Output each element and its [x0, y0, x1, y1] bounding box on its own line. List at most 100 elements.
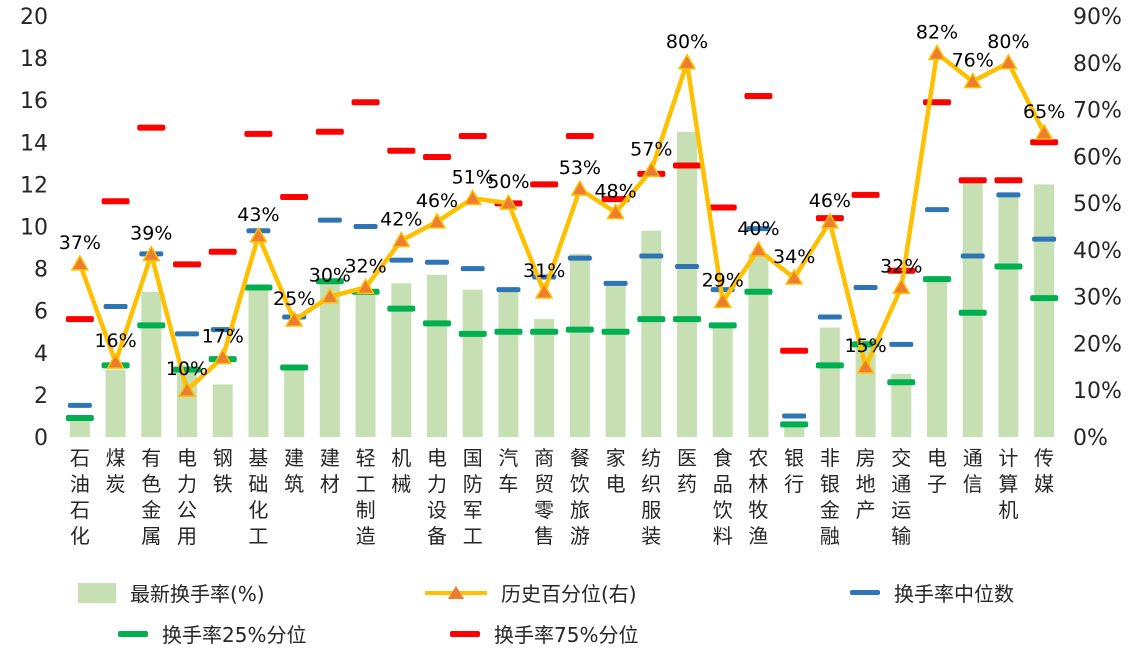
point-label: 39% — [130, 223, 172, 245]
line-marker — [177, 380, 197, 397]
point-label: 34% — [773, 246, 815, 268]
p25-dash — [494, 328, 523, 335]
bar-swatch-icon — [78, 582, 116, 603]
p25-dash — [601, 328, 630, 335]
legend-item-history-percentile: 历史百分位(右) — [425, 578, 850, 607]
bar — [998, 192, 1019, 437]
category-label: 餐饮旅游 — [570, 446, 590, 548]
line-marker — [284, 310, 304, 327]
p25-dash — [744, 288, 773, 295]
point-label: 17% — [202, 325, 244, 347]
line-marker — [427, 212, 447, 229]
p75-dash — [565, 132, 594, 139]
category-label: 电子 — [927, 446, 947, 496]
line-marker — [963, 71, 983, 89]
point-label: 15% — [844, 335, 886, 357]
category-label: 钢铁 — [213, 446, 233, 496]
p75-dash — [315, 128, 344, 135]
point-label: 50% — [487, 171, 529, 193]
p75-dash — [173, 261, 201, 268]
line-marker — [213, 347, 233, 365]
p75-dash — [208, 248, 237, 255]
p75-dash — [994, 177, 1023, 184]
median-dash — [639, 253, 664, 259]
bar — [319, 281, 340, 437]
left-axis-tick: 0 — [34, 426, 48, 451]
bar — [141, 291, 162, 437]
p75-dash — [744, 92, 773, 99]
p25-dash — [923, 276, 951, 283]
median-dash — [817, 314, 842, 320]
median-dash — [675, 263, 699, 269]
point-label: 37% — [59, 232, 101, 254]
median-dash — [889, 341, 914, 347]
point-label: 80% — [666, 31, 708, 53]
left-axis-tick: 18 — [20, 47, 48, 72]
line-marker — [463, 188, 483, 206]
category-label: 汽车 — [498, 446, 518, 496]
point-label: 32% — [880, 255, 922, 277]
category-label: 有色金属 — [141, 446, 161, 548]
category-label: 传媒 — [1034, 446, 1054, 496]
category-label: 基础化工 — [248, 446, 268, 548]
right-axis-tick: 90% — [1073, 5, 1122, 30]
p75-dash — [708, 204, 737, 211]
line-marker — [856, 357, 875, 374]
p25-dash — [1030, 295, 1059, 302]
p75-dash — [423, 154, 451, 161]
point-label: 82% — [916, 21, 958, 43]
legend-item-p25: 换手率25%分位 — [118, 619, 450, 648]
p75-dash — [137, 124, 166, 131]
p75-dash — [280, 194, 309, 201]
median-dash — [175, 331, 199, 337]
p25-dash — [815, 362, 844, 369]
median-dash — [746, 226, 771, 232]
line-marker — [499, 193, 518, 210]
category-label: 计算机 — [998, 446, 1018, 522]
p75-dash — [101, 198, 130, 205]
line-marker — [570, 179, 590, 196]
left-axis-tick: 14 — [20, 131, 48, 156]
category-label: 农林牧渔 — [748, 446, 768, 548]
p25-dash — [708, 322, 737, 329]
p25-dash — [244, 284, 273, 291]
line-marker — [927, 43, 947, 61]
bar — [69, 420, 90, 437]
point-label: 80% — [987, 31, 1029, 53]
line-marker — [820, 212, 840, 229]
right-axis-tick: 20% — [1073, 332, 1122, 357]
right-axis-tick: 50% — [1073, 192, 1122, 217]
p25-dash — [565, 326, 594, 333]
legend-row-1: 最新换手率(%) 历史百分位(右) 换手率中位数 — [0, 578, 1140, 607]
legend-label: 换手率75%分位 — [494, 623, 639, 647]
left-axis-tick: 2 — [34, 384, 48, 409]
legend-row-2: 换手率25%分位 换手率75%分位 — [0, 619, 1140, 648]
bar — [569, 253, 590, 437]
bar — [605, 283, 626, 437]
bar — [891, 373, 912, 437]
point-label: 51% — [452, 166, 494, 188]
bar — [677, 131, 697, 437]
median-dash — [603, 280, 628, 286]
p75-dash — [887, 267, 916, 274]
p75-dash-swatch-icon — [450, 630, 480, 637]
median-dash — [67, 402, 92, 408]
bar — [105, 369, 126, 437]
line-marker — [106, 352, 125, 369]
median-dash — [567, 255, 592, 261]
bar — [212, 384, 233, 437]
p75-dash — [601, 196, 630, 203]
line-marker — [606, 202, 625, 220]
line-marker — [70, 254, 90, 271]
median-dash — [960, 253, 985, 259]
bar — [534, 319, 555, 437]
line-marker — [249, 226, 268, 243]
category-label: 房地产 — [856, 446, 876, 522]
category-label: 煤炭 — [106, 446, 126, 496]
category-label: 家电 — [606, 446, 626, 496]
bar — [391, 283, 412, 437]
bar — [748, 253, 769, 437]
category-label: 建材 — [320, 446, 340, 496]
point-label: 53% — [559, 157, 601, 179]
point-label: 76% — [952, 49, 994, 71]
